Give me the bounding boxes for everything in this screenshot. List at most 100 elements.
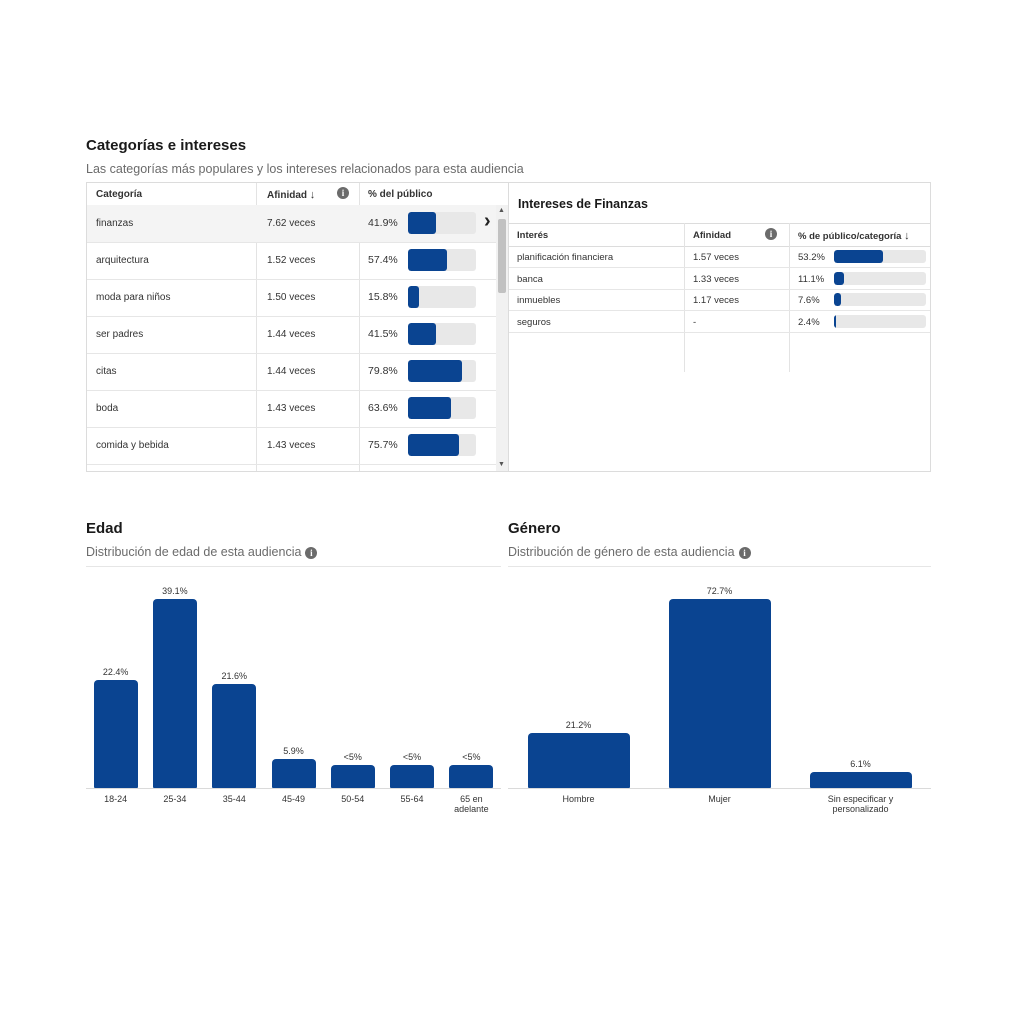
scrollbar[interactable]: ▲ ▼ xyxy=(496,205,508,471)
percent-bar-fill xyxy=(834,271,845,285)
bar-category-label: 65 en adelante xyxy=(454,794,489,814)
percent-bar-fill xyxy=(408,397,452,419)
bar-value-label: 39.1% xyxy=(162,586,188,596)
chart-axis xyxy=(508,788,931,789)
category-name: citas xyxy=(96,366,117,377)
info-icon[interactable]: i xyxy=(337,187,349,199)
percent-bar-track xyxy=(834,250,926,263)
chart-bar xyxy=(390,764,435,788)
categories-table: Categoría Afinidad ↓ i % del público fin… xyxy=(86,182,509,472)
percent-bar-fill xyxy=(408,212,437,234)
table-row[interactable]: comida y bebida 1.43 veces 75.7% xyxy=(87,427,496,465)
percent-bar-fill xyxy=(408,249,448,271)
interest-percent: 7.6% xyxy=(798,295,820,306)
info-icon[interactable]: i xyxy=(765,228,777,240)
scroll-up-icon[interactable]: ▲ xyxy=(498,207,505,214)
bar-value-label: 21.6% xyxy=(221,670,247,681)
table-row[interactable]: moda para niños 1.50 veces 15.8% xyxy=(87,279,496,317)
category-name: boda xyxy=(96,403,119,414)
table-row[interactable]: citas 1.44 veces 79.8% xyxy=(87,353,496,391)
table-row[interactable]: arquitectura 1.52 veces 57.4% xyxy=(87,242,496,280)
category-affinity: 1.52 veces xyxy=(267,255,316,266)
interest-name: banca xyxy=(517,273,543,285)
bar-value-label: 72.7% xyxy=(706,586,733,596)
age-title: Edad xyxy=(86,520,123,537)
bar-value-label: 21.2% xyxy=(565,719,592,730)
table-row[interactable]: seguros - 2.4% xyxy=(509,311,930,333)
category-percent: 57.4% xyxy=(368,254,398,266)
chevron-right-icon[interactable]: › xyxy=(484,210,491,232)
category-percent: 79.8% xyxy=(368,365,398,377)
column-header-affinity[interactable]: Afinidad ↓ xyxy=(267,189,315,201)
column-header-affinity[interactable]: Afinidad xyxy=(693,230,731,241)
category-affinity: 7.62 veces xyxy=(267,218,316,229)
table-row[interactable]: ser padres 1.44 veces 41.5% xyxy=(87,316,496,354)
percent-bar-fill xyxy=(408,286,419,308)
table-row[interactable]: inmuebles 1.17 veces 7.6% xyxy=(509,289,930,311)
interest-name: planificación financiera xyxy=(517,252,614,263)
interest-affinity: 1.33 veces xyxy=(693,273,739,285)
interest-name: inmuebles xyxy=(517,295,561,306)
scroll-down-icon[interactable]: ▼ xyxy=(498,461,505,468)
gender-subtitle: Distribución de género de esta audiencia xyxy=(508,545,735,559)
category-name: ser padres xyxy=(96,329,144,340)
bar-category-label: 50-54 xyxy=(341,794,365,804)
audience-header-label: % de público/categoría xyxy=(798,231,902,242)
interest-affinity: - xyxy=(693,316,697,328)
bar-category-label: 55-64 xyxy=(400,794,424,804)
category-affinity: 1.43 veces xyxy=(267,403,316,414)
interests-panel: Intereses de Finanzas Interés Afinidad i… xyxy=(509,182,931,472)
percent-bar-fill xyxy=(408,360,463,382)
scrollbar-thumb[interactable] xyxy=(498,219,506,293)
column-divider xyxy=(359,183,360,471)
percent-bar-track xyxy=(408,212,476,234)
interest-percent: 53.2% xyxy=(798,252,825,263)
gender-subtitle-wrap: Distribución de género de esta audiencia… xyxy=(508,545,751,559)
category-percent: 41.9% xyxy=(368,217,398,229)
gender-title: Género xyxy=(508,520,561,537)
chart-bar xyxy=(809,772,912,788)
bar-value-label: <5% xyxy=(402,751,422,762)
arrow-down-icon: ↓ xyxy=(904,230,910,242)
chart-bar xyxy=(449,764,494,788)
table-row[interactable]: planificación financiera 1.57 veces 53.2% xyxy=(509,246,930,268)
category-percent: 15.8% xyxy=(368,291,398,303)
category-name: arquitectura xyxy=(96,255,149,266)
interest-name: seguros xyxy=(517,316,551,328)
category-percent: 75.7% xyxy=(368,439,398,451)
table-row[interactable] xyxy=(87,464,496,472)
bar-category-label: 18-24 xyxy=(104,794,128,804)
category-percent: 63.6% xyxy=(368,402,398,414)
column-divider xyxy=(789,223,790,372)
chart-bar xyxy=(668,599,771,788)
bar-category-label: 25-34 xyxy=(163,794,187,804)
info-icon[interactable]: i xyxy=(738,546,751,559)
arrow-down-icon: ↓ xyxy=(309,189,316,201)
column-header-audience-category[interactable]: % de público/categoría ↓ xyxy=(798,230,910,242)
age-subtitle: Distribución de edad de esta audiencia xyxy=(86,545,302,559)
table-row[interactable]: banca 1.33 veces 11.1% xyxy=(509,268,930,290)
info-icon[interactable]: i xyxy=(305,546,318,559)
chart-bar xyxy=(152,599,197,788)
category-affinity: 1.43 veces xyxy=(267,440,316,451)
bar-value-label: <5% xyxy=(462,751,481,762)
column-header-category[interactable]: Categoría xyxy=(96,189,143,200)
column-divider xyxy=(256,183,257,471)
category-percent: 41.5% xyxy=(368,328,398,340)
column-header-audience[interactable]: % del público xyxy=(368,189,433,200)
percent-bar-track xyxy=(408,360,476,382)
column-header-interest[interactable]: Interés xyxy=(517,230,549,241)
category-name: moda para niños xyxy=(96,292,171,303)
percent-bar-track xyxy=(408,286,476,308)
bar-category-label: 45-49 xyxy=(281,794,306,804)
category-affinity: 1.44 veces xyxy=(267,366,316,377)
chart-bar xyxy=(330,764,375,788)
age-divider xyxy=(86,566,501,567)
category-name: finanzas xyxy=(96,218,134,229)
categories-subtitle: Las categorías más populares y los inter… xyxy=(86,162,524,176)
table-row[interactable]: finanzas 7.62 veces 41.9% › xyxy=(87,205,496,243)
table-row[interactable]: boda 1.43 veces 63.6% xyxy=(87,390,496,428)
percent-bar-fill xyxy=(408,471,458,472)
chart-axis xyxy=(86,788,501,789)
interest-affinity: 1.17 veces xyxy=(693,295,739,306)
